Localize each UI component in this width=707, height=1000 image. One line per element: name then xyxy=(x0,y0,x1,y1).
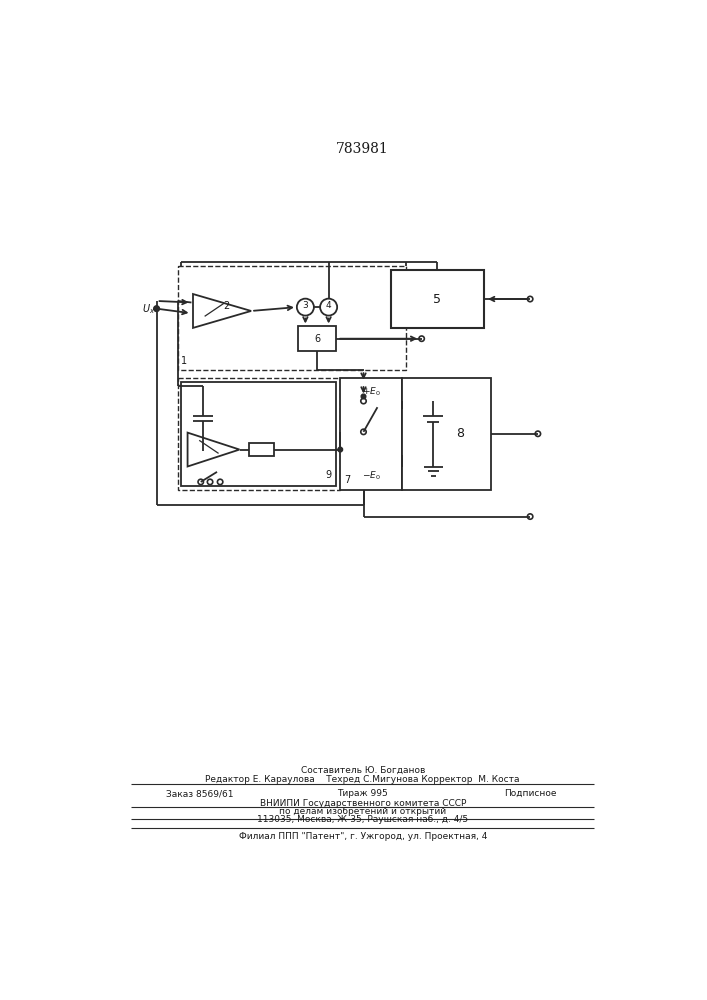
Text: 7: 7 xyxy=(344,475,351,485)
Text: Заказ 8569/61: Заказ 8569/61 xyxy=(166,789,233,798)
Circle shape xyxy=(154,306,159,311)
Circle shape xyxy=(297,299,314,316)
Circle shape xyxy=(361,394,366,399)
Text: $-E_0$: $-E_0$ xyxy=(362,469,380,482)
Text: 783981: 783981 xyxy=(337,142,389,156)
Circle shape xyxy=(338,447,343,452)
Circle shape xyxy=(361,429,366,435)
Bar xyxy=(249,443,274,456)
Bar xyxy=(177,378,340,490)
Text: 1: 1 xyxy=(182,356,187,366)
Circle shape xyxy=(207,479,213,485)
Bar xyxy=(391,270,484,328)
Text: 113035, Москва, Ж-35, Раушская наб., д. 4/5: 113035, Москва, Ж-35, Раушская наб., д. … xyxy=(257,815,468,824)
Circle shape xyxy=(320,299,337,316)
Bar xyxy=(402,378,491,490)
Circle shape xyxy=(535,431,541,436)
Text: по делам изобретений и открытий: по делам изобретений и открытий xyxy=(279,807,446,816)
Text: 3: 3 xyxy=(303,301,308,310)
Text: +$E_0$: +$E_0$ xyxy=(362,386,380,398)
Bar xyxy=(182,382,337,486)
Text: 4: 4 xyxy=(326,301,332,310)
Circle shape xyxy=(527,514,533,519)
Circle shape xyxy=(527,296,533,302)
Circle shape xyxy=(361,398,366,404)
Text: 8: 8 xyxy=(456,427,464,440)
Circle shape xyxy=(198,479,204,485)
Text: $U_x$: $U_x$ xyxy=(142,302,155,316)
Text: 2: 2 xyxy=(223,301,230,311)
Circle shape xyxy=(154,306,159,311)
Bar xyxy=(298,326,337,351)
Text: Составитель Ю. Богданов: Составитель Ю. Богданов xyxy=(300,766,425,775)
Bar xyxy=(340,378,402,490)
Text: 6: 6 xyxy=(315,334,320,344)
Text: 5: 5 xyxy=(433,293,441,306)
Text: Редактор Е. Караулова    Техред С.Мигунова Корректор  М. Коста: Редактор Е. Караулова Техред С.Мигунова … xyxy=(206,775,520,784)
Text: Подписное: Подписное xyxy=(504,789,556,798)
Text: ВНИИПИ Государственного комитета СССР: ВНИИПИ Государственного комитета СССР xyxy=(259,799,466,808)
Text: Филиал ППП "Патент", г. Ужгород, ул. Проектная, 4: Филиал ППП "Патент", г. Ужгород, ул. Про… xyxy=(238,832,487,841)
Circle shape xyxy=(419,336,424,341)
Bar xyxy=(177,266,406,370)
Circle shape xyxy=(218,479,223,485)
Text: Тираж 995: Тираж 995 xyxy=(337,789,388,798)
Text: 9: 9 xyxy=(325,470,332,480)
